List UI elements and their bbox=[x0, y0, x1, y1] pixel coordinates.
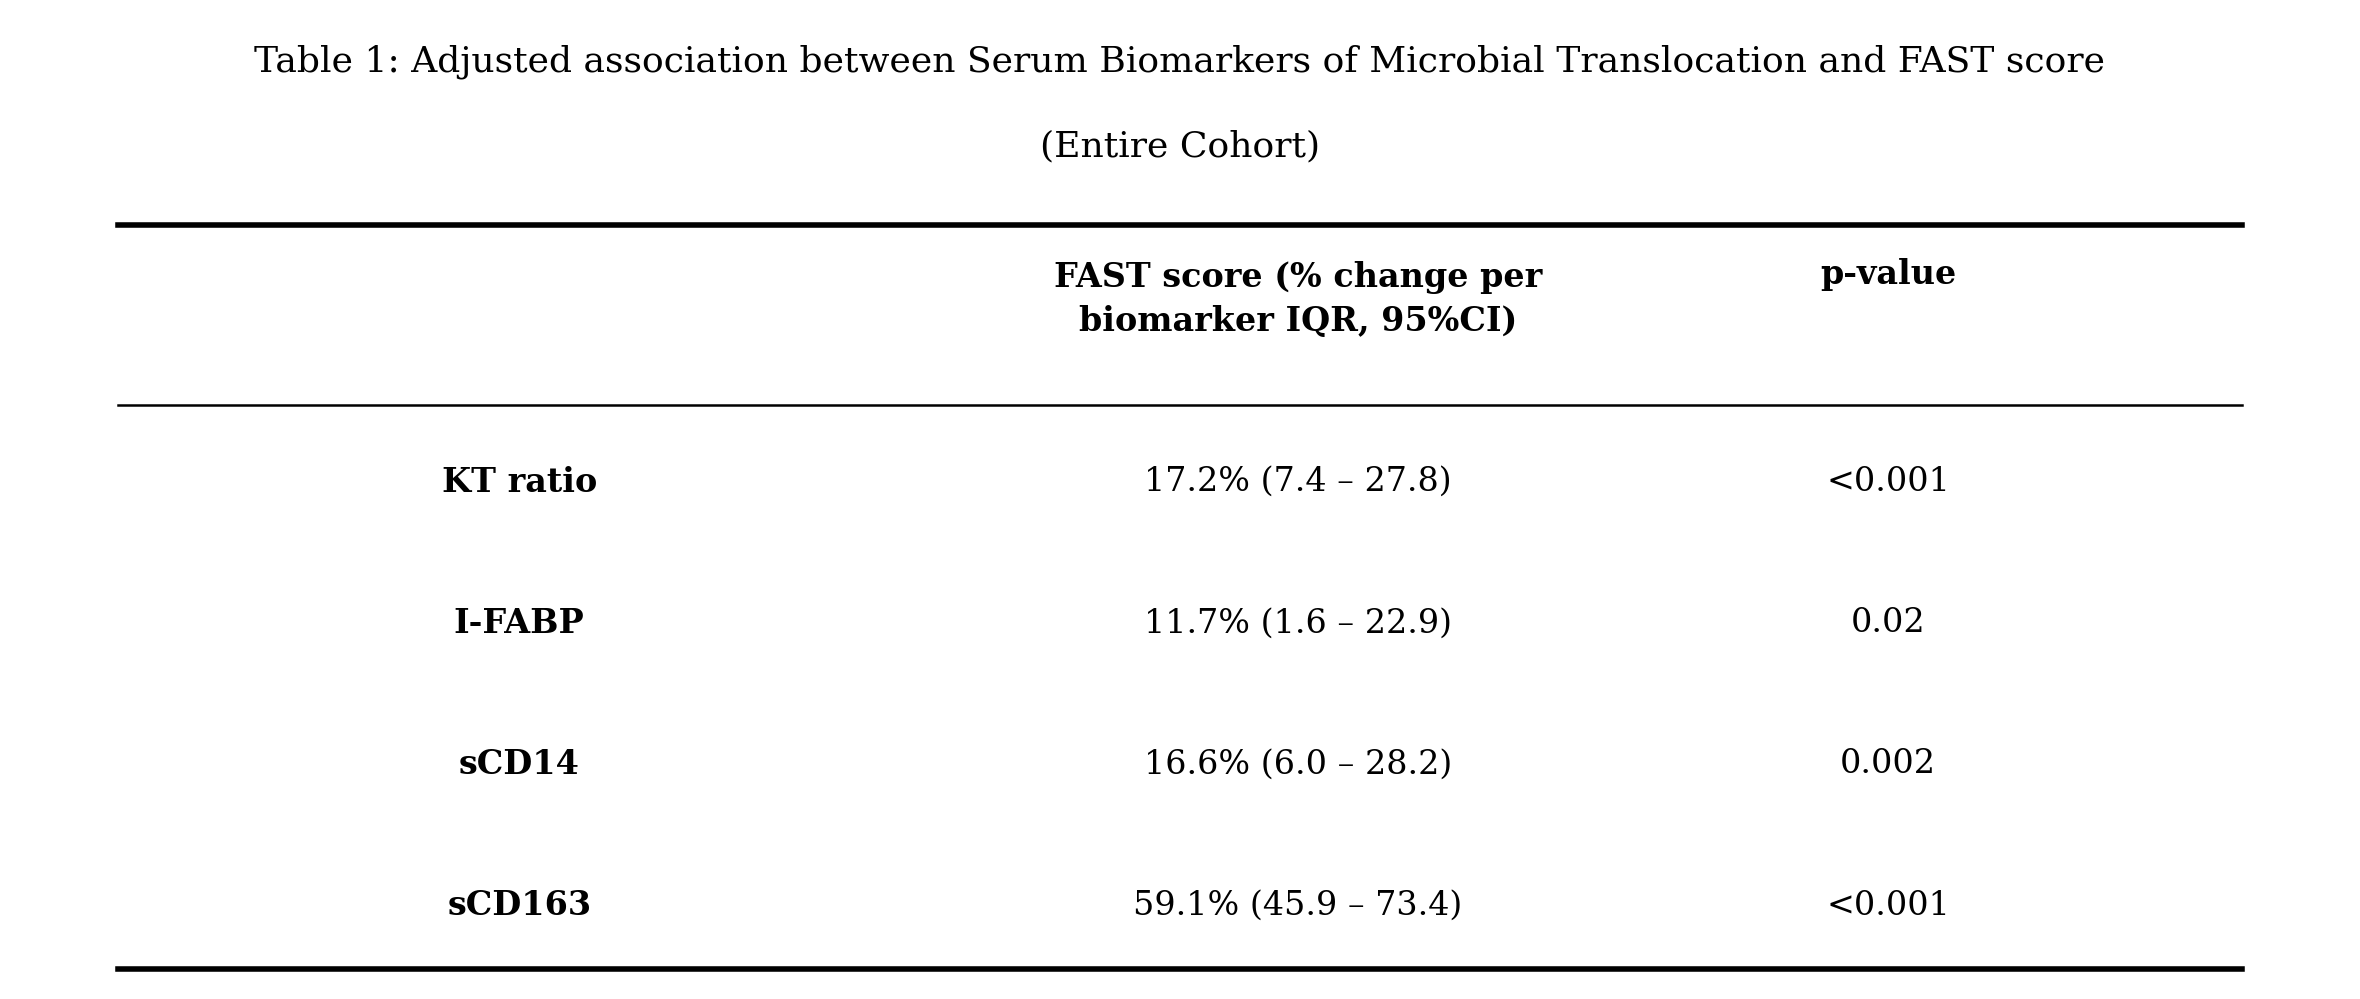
Text: <0.001: <0.001 bbox=[1827, 889, 1949, 921]
Text: 17.2% (7.4 – 27.8): 17.2% (7.4 – 27.8) bbox=[1145, 467, 1451, 499]
Text: sCD163: sCD163 bbox=[446, 889, 592, 922]
Text: 0.02: 0.02 bbox=[1850, 607, 1926, 639]
Text: (Entire Cohort): (Entire Cohort) bbox=[1041, 130, 1319, 164]
Text: I-FABP: I-FABP bbox=[453, 606, 585, 639]
Text: <0.001: <0.001 bbox=[1827, 467, 1949, 499]
Text: 59.1% (45.9 – 73.4): 59.1% (45.9 – 73.4) bbox=[1133, 889, 1463, 921]
Text: 0.002: 0.002 bbox=[1841, 748, 1935, 780]
Text: 16.6% (6.0 – 28.2): 16.6% (6.0 – 28.2) bbox=[1145, 748, 1451, 780]
Text: KT ratio: KT ratio bbox=[441, 466, 597, 499]
Text: sCD14: sCD14 bbox=[458, 748, 581, 781]
Text: 11.7% (1.6 – 22.9): 11.7% (1.6 – 22.9) bbox=[1145, 607, 1451, 639]
Text: Table 1: Adjusted association between Serum Biomarkers of Microbial Translocatio: Table 1: Adjusted association between Se… bbox=[255, 45, 2105, 80]
Text: p-value: p-value bbox=[1820, 258, 1956, 292]
Text: FAST score (% change per
biomarker IQR, 95%CI): FAST score (% change per biomarker IQR, … bbox=[1055, 262, 1541, 338]
